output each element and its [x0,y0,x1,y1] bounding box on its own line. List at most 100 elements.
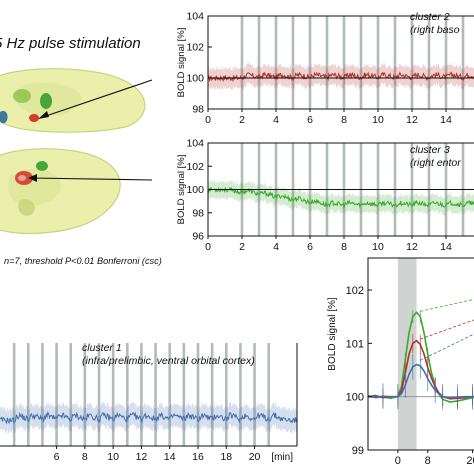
panel-title: cluster 3 [410,144,450,156]
stimulus-bar-11 [168,343,172,446]
y-tick-label-0: 99 [352,445,364,457]
x-axis-label: [min] [271,452,293,463]
y-tick-label-1: 100 [186,73,204,85]
x-tick-label-2: 4 [273,114,279,126]
stimulus-bar-5 [83,343,87,446]
x-tick-label-7: 14 [440,241,452,253]
x-tick-label-3: 6 [307,114,313,126]
x-tick-label-4: 8 [341,114,347,126]
x-tick-label-6: 12 [406,241,418,253]
x-tick-label-0: 0 [395,455,401,467]
x-tick-label-7: 20 [249,451,261,463]
chart-average-response: 99 100 101 102 0 8 20 BOLD signal [%] [327,257,474,467]
error-band [208,178,474,216]
response-line-cluster3 [367,311,474,403]
stimulus-bar-10 [154,343,157,446]
stimulus-bar-6 [97,343,101,446]
stimulus-bar-8 [376,16,380,109]
x-tick-label-0: 0 [205,241,211,253]
x-tick-label-4: 8 [341,241,347,253]
y-axis-label: BOLD signal [%] [176,28,187,98]
stimulus-bar-13 [461,16,465,109]
stimulus-bar-2 [274,16,278,109]
signal-line [207,71,474,83]
signal-line [0,410,298,425]
stimulus-bar-12 [444,16,448,109]
y-tick-label-0: 98 [192,104,204,116]
panel-title: cluster 1 [82,342,122,354]
stimulus-bar-7 [111,343,115,446]
error-band [0,401,297,435]
stimulus-bar-2 [41,343,44,446]
arrow-head-cluster3 [28,174,37,182]
x-tick-label-2: 20 [466,455,474,467]
y-tick-label-1: 98 [192,207,204,219]
stimulus-bar-18 [267,343,271,446]
x-tick-label-5: 10 [372,241,384,253]
x-tick-label-3: 12 [136,451,148,463]
stimulus-window [397,258,417,450]
panel-subtitle: (right baso [410,24,460,36]
chart-cluster2: 981001021040246810121416BOLD signal [%]c… [176,11,474,126]
statistics-note: n=7, threshold P<0.01 Bonferroni (csc) [4,256,162,266]
y-tick-label-3: 102 [346,285,364,297]
x-tick-label-3: 6 [307,241,313,253]
y-tick-label-2: 101 [346,338,364,350]
x-tick-label-1: 8 [425,455,431,467]
y-tick-label-0: 96 [192,231,204,243]
brain-sagittal-icon [0,68,146,133]
stimulus-bar-15 [224,343,228,446]
stimulus-bar-1 [26,343,30,446]
x-tick-label-1: 8 [82,451,88,463]
panel-subtitle: (infra/prelimbic, ventral orbital cortex… [82,355,255,367]
y-axis-label: BOLD signal [%] [327,297,338,371]
stimulus-bar-17 [253,343,256,446]
y-tick-label-1: 100 [346,392,364,404]
stimulus-bar-0 [240,16,244,109]
stimulus-bar-7 [359,16,363,109]
response-line-cluster2 [367,339,474,400]
x-tick-label-2: 4 [273,241,279,253]
stimulus-bar-3 [55,343,58,446]
stimulus-bar-10 [410,16,414,109]
x-tick-label-6: 12 [406,114,418,126]
panel-title: cluster 2 [410,11,450,23]
stimulus-bar-4 [308,16,312,109]
stimulus-bar-14 [210,343,214,446]
stimulus-bar-0 [12,343,16,446]
trend-line-cluster2 [420,319,474,340]
panel-subtitle: (right entor [410,157,461,169]
stimulus-bar-9 [140,343,143,446]
stimulus-bar-12 [182,343,186,446]
stimulus-bar-4 [69,343,73,446]
plot-frame [367,257,474,451]
trend-line-cluster1 [420,333,474,361]
x-tick-label-0: 0 [205,114,211,126]
x-tick-label-1: 2 [239,114,245,126]
arrow-head-cluster2 [38,111,49,119]
response-line-cluster1 [367,363,474,399]
x-tick-label-1: 2 [239,241,245,253]
x-tick-label-4: 14 [164,451,176,463]
y-tick-label-3: 102 [186,161,204,173]
signal-line [207,186,474,210]
y-axis-label: BOLD signal [%] [176,155,187,225]
y-tick-label-2: 100 [186,184,204,196]
x-tick-label-0: 6 [54,451,60,463]
stimulation-title: 5 Hz pulse stimulation [0,35,141,52]
stimulus-bar-16 [239,343,242,446]
stimulus-bar-1 [257,16,261,109]
chart-cluster1: 6 8 10 12 14 16 18 20 [min] cluster 1(infra/preli… [0,342,298,463]
x-tick-label-2: 10 [107,451,119,463]
x-tick-label-6: 18 [220,451,232,463]
stimulus-bar-3 [291,16,295,109]
stimulus-bar-13 [196,343,200,446]
chart-cluster3: 96981001021040246810121416BOLD signal [%… [176,138,474,253]
brain-axial-icon [0,148,121,235]
y-tick-label-3: 104 [186,11,204,23]
pointer-arrow-cluster3 [29,177,153,181]
x-tick-label-5: 10 [372,114,384,126]
stimulus-bar-9 [393,16,397,109]
y-tick-label-4: 104 [186,138,204,150]
